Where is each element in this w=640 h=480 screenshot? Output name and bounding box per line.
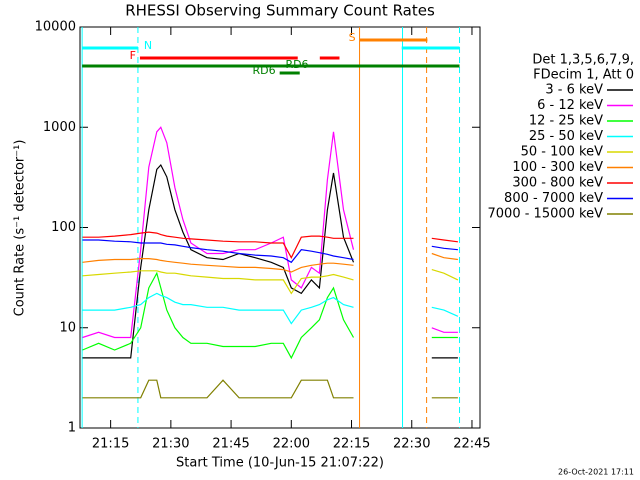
series-line xyxy=(82,252,458,273)
flag-label: S xyxy=(349,31,356,44)
series-line xyxy=(82,379,458,399)
y-axis-label: Count Rate (s⁻¹ detector⁻¹) xyxy=(13,140,28,317)
y-tick-label: 100 xyxy=(51,220,76,235)
legend-label: 6 - 12 keV xyxy=(537,98,603,113)
x-tick-label: 22:30 xyxy=(393,437,430,452)
series-line xyxy=(82,239,458,264)
series-line xyxy=(82,269,459,295)
series-line xyxy=(82,292,459,325)
y-tick-label: 1 xyxy=(68,421,76,436)
series-line xyxy=(82,271,458,360)
legend-label: 25 - 50 keV xyxy=(529,129,603,144)
chart-title: RHESSI Observing Summary Count Rates xyxy=(125,2,435,20)
y-tick-label: 10000 xyxy=(35,20,76,35)
legend-label: 800 - 7000 keV xyxy=(504,191,603,206)
series-line xyxy=(82,231,458,260)
x-tick-label: 21:45 xyxy=(212,437,249,452)
x-tick-label: 22:15 xyxy=(333,437,370,452)
legend-label: 300 - 800 keV xyxy=(512,176,603,191)
flag-label: F xyxy=(130,49,136,62)
x-tick-label: 22:00 xyxy=(273,437,310,452)
x-tick-label: 21:30 xyxy=(152,437,189,452)
flag-label: N xyxy=(144,39,152,52)
flag-label: RD6 xyxy=(253,64,276,77)
legend-label: 12 - 25 keV xyxy=(529,114,603,129)
series-line xyxy=(82,163,458,359)
flag-label: RD6 xyxy=(285,58,308,71)
y-tick-label: 1000 xyxy=(43,120,76,135)
legend-header: FDecim 1, Att 0 xyxy=(533,68,634,83)
legend-label: 50 - 100 keV xyxy=(521,145,604,160)
legend-label: 7000 - 15000 keV xyxy=(488,207,604,222)
legend-header: Det 1,3,5,6,7,9, xyxy=(532,53,634,68)
legend-label: 100 - 300 keV xyxy=(512,160,603,175)
x-tick-label: 21:15 xyxy=(92,437,129,452)
x-axis-label: Start Time (10-Jun-15 21:07:22) xyxy=(176,456,384,471)
x-tick-label: 22:45 xyxy=(453,437,490,452)
legend-label: 3 - 6 keV xyxy=(545,83,603,98)
series-line xyxy=(82,126,458,339)
y-tick-label: 10 xyxy=(59,320,76,335)
plot-frame xyxy=(79,26,481,429)
footer: 26-Oct-2021 17:11 xyxy=(558,468,634,477)
